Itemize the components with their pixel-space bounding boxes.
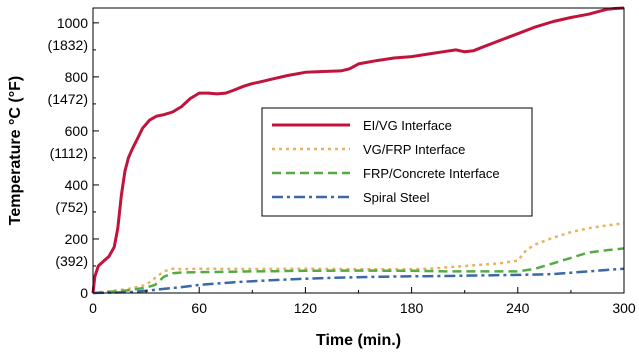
y-tick-label-fahrenheit: (1112) — [50, 145, 88, 161]
y-axis-title: Temperature °C (°F) — [7, 76, 24, 225]
series-line-4 — [92, 267, 625, 295]
y-tick-label: 1000 — [57, 15, 88, 31]
x-tick-label: 60 — [191, 300, 207, 316]
x-tick-label: 120 — [294, 300, 318, 316]
series-line-2 — [92, 222, 625, 295]
series-line-1 — [91, 6, 625, 294]
x-tick-label: 180 — [400, 300, 424, 316]
legend: EI/VG Interface VG/FRP Interface FRP/Concr… — [261, 107, 533, 217]
legend-label: FRP/Concrete Interface — [363, 166, 500, 181]
x-axis-title: Time (min.) — [316, 332, 401, 349]
x-tick-label: 240 — [506, 300, 530, 316]
x-tick-label: 300 — [612, 300, 636, 316]
plot-lines — [91, 6, 625, 295]
legend-label: EI/VG Interface — [363, 118, 452, 133]
legend-label: Spiral Steel — [363, 190, 430, 205]
x-tick-label: 0 — [89, 300, 97, 316]
series-line-3 — [92, 247, 625, 295]
y-tick-label: 0 — [80, 285, 88, 301]
y-tick-label: 800 — [65, 69, 89, 85]
y-tick-label: 200 — [65, 231, 89, 247]
y-tick-label: 600 — [65, 123, 89, 139]
y-tick-label: 400 — [65, 177, 89, 193]
x-axis: 0 60 120 180 240 300 — [89, 287, 636, 316]
legend-label: VG/FRP Interface — [363, 142, 465, 157]
y-axis: 0 200 (392) 400 (752) 600 (1112) 800 (1472) 1000 (… — [48, 15, 99, 301]
y-tick-label-fahrenheit: (392) — [55, 253, 88, 269]
y-tick-label-fahrenheit: (752) — [55, 199, 88, 215]
y-tick-label-fahrenheit: (1832) — [48, 37, 88, 53]
y-tick-label-fahrenheit: (1472) — [48, 91, 88, 107]
